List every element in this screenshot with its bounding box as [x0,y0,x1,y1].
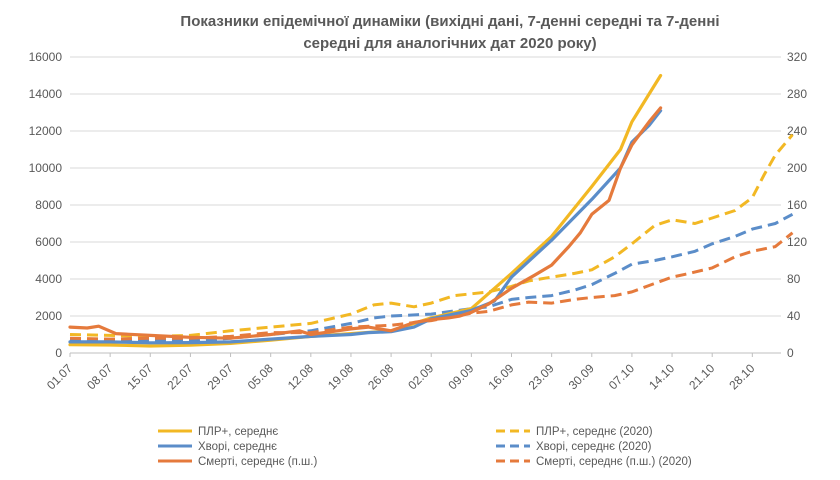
right-axis-tick-label: 320 [787,50,807,64]
chart-title-line-1: Показники епідемічної динаміки (вихідні … [180,13,719,30]
right-axis-tick-label: 120 [787,235,807,249]
gridlines [70,56,781,354]
series-line-1 [68,73,663,348]
series-line-6 [69,231,794,341]
right-axis-tick-label: 0 [787,346,794,360]
x-axis-tick-label: 09.09 [445,361,476,392]
x-axis-tick-label: 05.08 [245,361,276,392]
left-axis-tick-label: 0 [55,346,62,360]
x-axis-tick-label: 16.09 [485,361,516,392]
right-axis-tick-label: 280 [787,87,807,101]
chart-title: Показники епідемічної динаміки (вихідні … [180,13,719,52]
x-axis-tick-label: 12.08 [285,361,316,392]
x-axis-tick-label: 22.07 [164,361,195,392]
left-axis-tick-label: 4000 [35,272,62,286]
x-axis-tick-label: 15.07 [124,361,155,392]
x-axis-tick-label: 21.10 [686,361,717,392]
x-axis-tick-label: 02.09 [405,361,436,392]
x-axis-tick-label: 01.07 [44,361,75,392]
left-y-axis: 0 2000 4000 6000 8000 10000 12000 14000 16000 [29,50,63,360]
right-axis-tick-label: 200 [787,161,807,175]
legend-label-solid-2: Хворі, середнє [198,441,277,453]
legend-label-dashed-1: ПЛР+, середнє (2020) [536,426,653,438]
legend-label-solid-3: Смерті, середнє (п.ш.) [198,456,317,468]
right-axis-tick-label: 160 [787,198,807,212]
left-axis-tick-label: 14000 [29,87,63,101]
x-axis-tick-label: 29.07 [205,361,236,392]
right-axis-tick-label: 40 [787,309,801,323]
left-axis-tick-label: 10000 [29,161,63,175]
x-axis-tick-label: 23.09 [526,361,557,392]
legend: ПЛР+, середнє Хворі, середнє Смерті, серед… [158,426,692,468]
legend-label-dashed-3: Смерті, середнє (п.ш.) (2020) [536,456,692,468]
x-axis-tick-label: 30.09 [566,361,597,392]
series-line-2 [68,109,663,345]
x-axis-tick-label: 28.10 [726,361,757,392]
left-axis-tick-label: 6000 [35,235,62,249]
left-axis-tick-label: 2000 [35,309,62,323]
x-axis-tick-label: 08.07 [84,361,115,392]
left-axis-tick-label: 12000 [29,124,63,138]
legend-label-solid-1: ПЛР+, середнє [198,426,278,438]
x-axis: 01.07 08.07 15.07 22.07 29.07 05.08 12.08 19.08… [44,352,781,392]
x-axis-tick-label: 07.10 [606,361,637,392]
left-axis-tick-label: 8000 [35,198,62,212]
legend-label-dashed-2: Хворі, середнє (2020) [536,441,652,453]
x-axis-tick-label: 26.08 [365,361,396,392]
right-axis-tick-label: 80 [787,272,801,286]
left-axis-tick-label: 16000 [29,50,63,64]
series-line-3 [68,106,663,340]
chart-title-line-2: середні для аналогічних дат 2020 року) [303,35,596,52]
series-lines [68,73,794,348]
series-line-4 [69,133,794,338]
x-axis-tick-label: 19.08 [325,361,356,392]
x-axis-tick-label: 14.10 [646,361,677,392]
